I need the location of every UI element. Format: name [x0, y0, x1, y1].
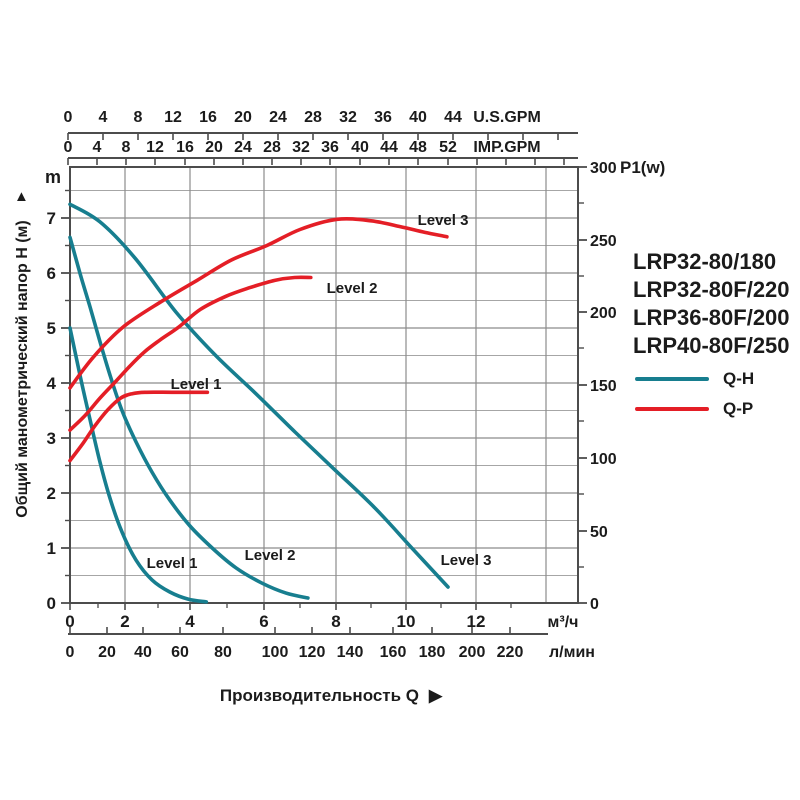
legend-row-qh: Q-H [635, 369, 754, 389]
qh-line-swatch [635, 377, 709, 381]
q-p-level-2-curve [68, 275, 313, 432]
q-p-level-3-curve [68, 216, 449, 390]
lmin-tick-label: 0 [66, 644, 75, 661]
us-gpm-tick-label: 4 [99, 109, 108, 126]
m3h-tick-label: 12 [467, 612, 486, 631]
legend-model-1: LRP32-80/180 [633, 249, 777, 274]
curve-label-qh: Level 1 [147, 555, 198, 572]
left-axis-tick-label: 0 [47, 594, 56, 613]
curve-label-qh: Level 2 [245, 547, 296, 564]
lmin-tick-label: 220 [497, 644, 524, 661]
right-axis-unit-label: P1(w) [620, 158, 665, 177]
head-axis-up-arrow-icon: ▲ [14, 188, 29, 205]
lmin-tick-label: 180 [419, 644, 446, 661]
legend-qh-label: Q-H [723, 369, 755, 388]
left-axis-unit-label: m [45, 167, 61, 187]
imp-gpm-tick-label: 0 [64, 139, 73, 156]
us-gpm-tick-label: 44 [444, 109, 462, 126]
lmin-tick-label: 100 [262, 644, 289, 661]
imp-gpm-unit-label: IMP.GPM [473, 139, 540, 156]
left-axis-tick-label: 4 [47, 374, 57, 393]
q-h-level-1-curve [68, 326, 209, 604]
q-h-level-2-curve [68, 235, 310, 600]
lmin-tick-label: 140 [337, 644, 364, 661]
flow-axis-right-arrow-icon: ▶ [429, 686, 443, 705]
legend-model-4: LRP40-80F/250 [633, 333, 790, 358]
us-gpm-tick-label: 0 [64, 109, 73, 126]
legend-model-2: LRP32-80F/220 [633, 277, 790, 302]
lmin-tick-label: 60 [171, 644, 189, 661]
m3h-tick-label: 0 [65, 612, 74, 631]
imp-gpm-tick-label: 20 [205, 139, 223, 156]
us-gpm-tick-label: 32 [339, 109, 357, 126]
lmin-tick-label: 160 [380, 644, 407, 661]
us-gpm-tick-label: 16 [199, 109, 217, 126]
lmin-tick-label: 120 [299, 644, 326, 661]
legend-qp-label: Q-P [723, 399, 754, 418]
left-axis-tick-label: 2 [47, 484, 56, 503]
us-gpm-tick-label: 24 [269, 109, 287, 126]
us-gpm-tick-label: 8 [134, 109, 143, 126]
lmin-unit-label: л/мин [549, 644, 595, 661]
us-gpm-tick-label: 12 [164, 109, 182, 126]
right-axis-tick-label: 50 [590, 524, 608, 541]
legend-model-3: LRP36-80F/200 [633, 305, 790, 330]
left-axis-tick-label: 7 [47, 209, 56, 228]
left-axis-title: Общий манометрический напор H (м) [14, 220, 31, 518]
us-gpm-tick-label: 28 [304, 109, 322, 126]
legend-row-qp: Q-P [635, 399, 753, 419]
right-axis-tick-label: 150 [590, 378, 617, 395]
left-axis-tick-label: 6 [47, 264, 56, 283]
left-axis-tick-label: 3 [47, 429, 56, 448]
qp-line-swatch [635, 407, 709, 411]
imp-gpm-tick-label: 28 [263, 139, 281, 156]
us-gpm-unit-label: U.S.GPM [473, 109, 541, 126]
m3h-tick-label: 2 [120, 612, 129, 631]
right-axis-tick-label: 100 [590, 451, 617, 468]
right-axis-tick-label: 300 [590, 160, 617, 177]
right-axis-tick-label: 200 [590, 305, 617, 322]
q-p-level-1-curve [68, 390, 210, 463]
imp-gpm-tick-label: 4 [93, 139, 102, 156]
us-gpm-tick-label: 36 [374, 109, 392, 126]
m3h-tick-label: 10 [397, 612, 416, 631]
m3h-tick-label: 4 [185, 612, 195, 631]
left-axis-tick-label: 5 [47, 319, 56, 338]
imp-gpm-tick-label: 8 [122, 139, 131, 156]
m3h-unit-label: м³/ч [548, 614, 579, 631]
imp-gpm-tick-label: 48 [409, 139, 427, 156]
imp-gpm-tick-label: 44 [380, 139, 398, 156]
imp-gpm-tick-label: 32 [292, 139, 310, 156]
x-axis-title: Производительность Q ▶ [131, 686, 531, 706]
imp-gpm-tick-label: 36 [321, 139, 339, 156]
us-gpm-tick-label: 40 [409, 109, 427, 126]
imp-gpm-tick-label: 24 [234, 139, 252, 156]
curve-label-qp: Level 2 [327, 280, 378, 297]
m3h-tick-label: 8 [331, 612, 340, 631]
q-h-level-3-curve [68, 202, 450, 589]
right-axis-tick-label: 250 [590, 233, 617, 250]
lmin-tick-label: 80 [214, 644, 232, 661]
lmin-tick-label: 20 [98, 644, 116, 661]
left-axis-tick-label: 1 [47, 539, 56, 558]
imp-gpm-tick-label: 16 [176, 139, 194, 156]
plot-border [69, 166, 579, 604]
curve-label-qp: Level 1 [171, 376, 222, 393]
imp-gpm-tick-label: 40 [351, 139, 369, 156]
right-axis-tick-label: 0 [590, 596, 599, 613]
lmin-tick-label: 40 [134, 644, 152, 661]
imp-gpm-tick-label: 12 [146, 139, 164, 156]
lmin-tick-label: 200 [459, 644, 486, 661]
imp-gpm-tick-label: 52 [439, 139, 457, 156]
x-axis-title-text: Производительность Q [219, 686, 420, 705]
curve-label-qp: Level 3 [418, 212, 469, 229]
curve-label-qh: Level 3 [441, 552, 492, 569]
m3h-tick-label: 6 [259, 612, 268, 631]
us-gpm-tick-label: 20 [234, 109, 252, 126]
